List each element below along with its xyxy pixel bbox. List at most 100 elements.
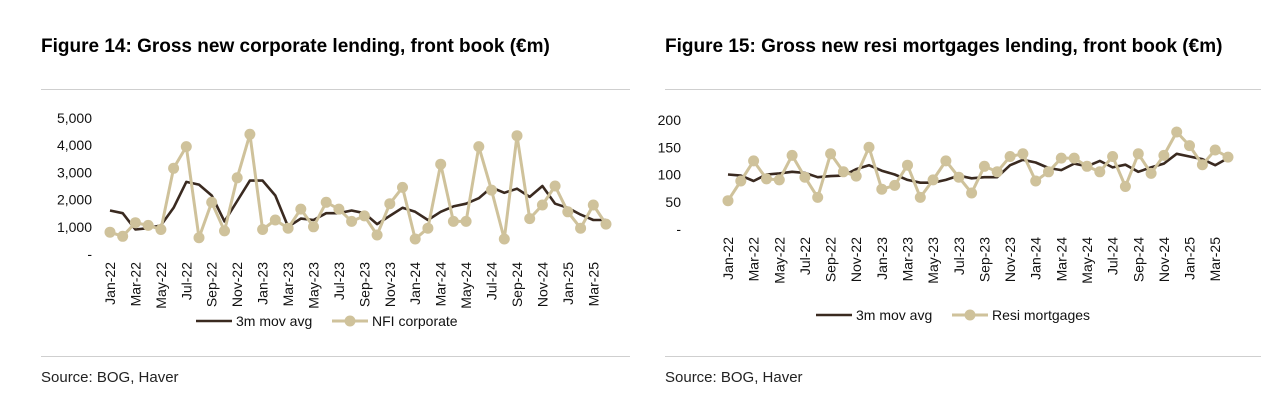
data-point: [168, 162, 180, 174]
x-tick-label: Nov-24: [1156, 237, 1172, 282]
y-tick-label: 100: [658, 167, 682, 183]
x-tick-label: Sep-24: [509, 262, 525, 307]
legend-label: Resi mortgages: [992, 307, 1090, 323]
x-tick-label: Nov-22: [848, 237, 864, 282]
x-tick-label: Mar-22: [746, 237, 762, 282]
data-point: [722, 195, 734, 207]
legend-label: NFI corporate: [372, 313, 458, 329]
x-tick-label: Jul-22: [178, 262, 194, 300]
data-point: [346, 215, 358, 227]
data-point: [231, 172, 243, 184]
data-point: [940, 155, 952, 167]
x-tick-label: Jul-24: [1105, 237, 1121, 275]
x-tick-label: Mar-25: [585, 262, 601, 307]
data-point: [786, 149, 798, 161]
y-tick-label: 3,000: [57, 164, 92, 180]
x-tick-label: Jul-23: [951, 237, 967, 275]
data-point: [206, 196, 218, 208]
data-point: [799, 171, 811, 183]
data-point: [1171, 126, 1183, 138]
data-point: [1158, 149, 1170, 161]
data-point: [1094, 166, 1106, 178]
data-point: [435, 158, 447, 170]
legend-marker: [344, 315, 356, 327]
y-tick-label: 2,000: [57, 192, 92, 208]
figure-14-source: Source: BOG, Haver: [41, 369, 179, 386]
data-point: [460, 215, 472, 227]
data-point: [536, 199, 548, 211]
figure-15-bottom-rule: [665, 356, 1261, 357]
data-point: [863, 141, 875, 153]
legend-marker: [964, 309, 976, 321]
figure-15-title: Figure 15: Gross new resi mortgages lend…: [665, 36, 1223, 57]
data-point: [773, 174, 785, 186]
data-point: [257, 224, 269, 235]
figure-14-title: Figure 14: Gross new corporate lending, …: [41, 36, 550, 57]
data-point: [409, 233, 421, 245]
x-tick-label: Jan-24: [1028, 237, 1044, 280]
data-point: [1043, 166, 1054, 178]
x-tick-label: Sep-23: [976, 237, 992, 282]
x-tick-label: Jan-23: [255, 262, 271, 305]
data-point: [966, 187, 978, 199]
figure-14-panel: Figure 14: Gross new corporate lending, …: [0, 0, 640, 414]
data-point: [371, 229, 383, 241]
x-tick-label: Jan-25: [1182, 237, 1198, 280]
figure-15-source: Source: BOG, Haver: [665, 369, 803, 386]
data-point: [486, 184, 497, 196]
legend-entry: 3m mov avg: [196, 313, 312, 329]
series-line-primary: [726, 130, 1229, 202]
data-point: [333, 203, 345, 215]
x-tick-label: Mar-22: [127, 262, 143, 307]
x-tick-label: Jan-22: [102, 262, 118, 305]
data-point: [1145, 167, 1157, 179]
x-tick-label: Sep-23: [356, 262, 372, 307]
data-point: [1184, 140, 1195, 152]
y-tick-label: 4,000: [57, 137, 92, 153]
data-point: [562, 206, 574, 218]
data-point: [447, 215, 459, 227]
data-point: [953, 171, 965, 183]
data-point: [244, 128, 256, 140]
legend-entry: NFI corporate: [332, 313, 458, 329]
x-tick-label: Jan-24: [407, 262, 423, 305]
legend-entry: Resi mortgages: [952, 307, 1090, 323]
data-point: [511, 130, 523, 142]
data-point: [219, 225, 230, 237]
data-point: [600, 218, 612, 230]
data-point: [1132, 148, 1144, 160]
x-tick-label: Nov-23: [1002, 237, 1018, 282]
data-point: [104, 226, 116, 238]
y-tick-label: -: [87, 246, 92, 262]
data-point: [927, 174, 939, 186]
data-point: [180, 141, 192, 153]
data-point: [498, 233, 510, 245]
data-point: [1196, 159, 1208, 171]
data-point: [812, 191, 824, 203]
y-tick-label: 1,000: [57, 219, 92, 235]
data-point: [978, 160, 990, 172]
data-point: [575, 222, 587, 234]
x-tick-label: May-24: [458, 262, 474, 309]
x-tick-label: May-23: [925, 237, 941, 284]
legend-entry: 3m mov avg: [816, 307, 932, 323]
x-tick-label: Mar-23: [899, 237, 915, 282]
data-point: [735, 175, 747, 187]
data-point: [269, 214, 281, 226]
data-point: [397, 181, 408, 193]
data-point: [1209, 144, 1221, 156]
data-point: [358, 210, 370, 222]
data-point: [1119, 181, 1131, 192]
data-point: [320, 196, 332, 208]
data-point: [1017, 148, 1029, 160]
data-point: [295, 203, 307, 215]
x-tick-label: Mar-24: [1053, 237, 1069, 282]
x-tick-label: Nov-22: [229, 262, 245, 307]
x-tick-label: Sep-22: [204, 262, 220, 307]
data-point: [889, 179, 901, 191]
y-tick-label: -: [676, 221, 681, 237]
data-point: [117, 230, 129, 242]
x-tick-label: Jan-25: [560, 262, 576, 305]
data-point: [308, 221, 319, 233]
x-tick-label: Jul-24: [484, 262, 500, 300]
